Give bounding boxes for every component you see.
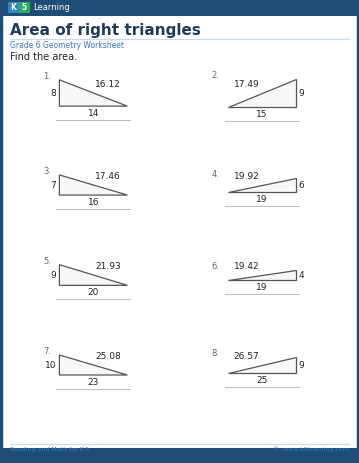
Text: 20: 20 <box>88 288 99 297</box>
Text: 21.93: 21.93 <box>95 262 121 271</box>
Text: 9: 9 <box>299 361 304 369</box>
Text: 7.: 7. <box>43 347 51 356</box>
Text: 3.: 3. <box>43 167 51 176</box>
Text: 14: 14 <box>88 109 99 118</box>
Text: 16.12: 16.12 <box>95 80 121 89</box>
Text: 8.: 8. <box>211 349 220 358</box>
Polygon shape <box>59 355 127 375</box>
Polygon shape <box>59 80 127 106</box>
Text: Grade 6 Geometry Worksheet: Grade 6 Geometry Worksheet <box>10 41 124 50</box>
Text: 16: 16 <box>88 198 99 207</box>
Bar <box>1 1 358 16</box>
Text: Find the area.: Find the area. <box>10 52 77 62</box>
Text: 25: 25 <box>256 376 267 385</box>
Text: 19: 19 <box>256 283 267 292</box>
Text: K: K <box>10 3 17 12</box>
Text: Learning: Learning <box>33 3 70 12</box>
Text: 1.: 1. <box>43 72 51 81</box>
Polygon shape <box>59 265 127 285</box>
Text: 6: 6 <box>299 181 304 189</box>
Text: 9: 9 <box>51 270 56 280</box>
Text: 10: 10 <box>45 361 56 369</box>
Polygon shape <box>59 175 127 195</box>
Text: 6.: 6. <box>211 262 220 271</box>
Text: 15: 15 <box>256 110 267 119</box>
Polygon shape <box>228 79 295 107</box>
Text: 4: 4 <box>299 270 304 280</box>
Text: 7: 7 <box>51 181 56 189</box>
Bar <box>8 2 19 13</box>
Text: Reading and Math for K-5: Reading and Math for K-5 <box>10 446 89 451</box>
Text: 9: 9 <box>299 88 304 98</box>
Text: 8: 8 <box>51 88 56 98</box>
Text: 26.57: 26.57 <box>234 352 260 361</box>
Text: 2.: 2. <box>211 71 219 80</box>
Text: 19.42: 19.42 <box>234 262 260 271</box>
Text: 5: 5 <box>22 3 27 12</box>
Text: Area of right triangles: Area of right triangles <box>10 23 201 38</box>
Text: 25.08: 25.08 <box>95 352 121 361</box>
Polygon shape <box>228 178 295 192</box>
Text: 4.: 4. <box>211 170 219 179</box>
Text: 19.92: 19.92 <box>234 172 260 181</box>
Polygon shape <box>228 357 295 373</box>
Text: 19: 19 <box>256 195 267 204</box>
Text: 17.46: 17.46 <box>95 172 121 181</box>
Bar <box>1 448 358 462</box>
Polygon shape <box>228 270 295 280</box>
Bar <box>19 2 30 13</box>
Text: 17.49: 17.49 <box>234 80 260 89</box>
Text: ©  www.k5learning.com: © www.k5learning.com <box>273 446 349 452</box>
Text: 5.: 5. <box>43 257 51 266</box>
Text: 23: 23 <box>88 378 99 387</box>
